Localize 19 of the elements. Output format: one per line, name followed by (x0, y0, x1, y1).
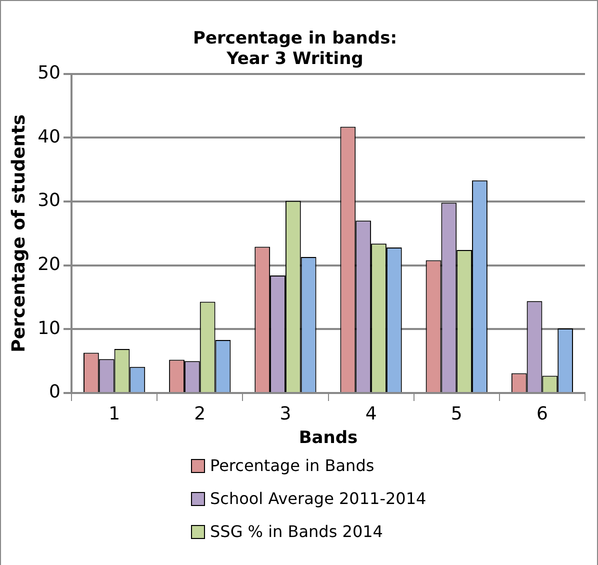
x-tick-label: 1 (108, 403, 120, 424)
y-tick-label: 10 (38, 318, 61, 339)
x-tick-label: 4 (365, 403, 377, 424)
x-axis-title: Bands (298, 428, 358, 448)
y-tick-label: 20 (38, 254, 61, 275)
y-tick-label: 30 (38, 190, 61, 212)
x-tick-label: 5 (450, 403, 462, 424)
y-tick-label: 0 (49, 382, 61, 403)
x-tick-label: 6 (536, 403, 548, 424)
legend-label: Percentage in Bands (210, 456, 374, 475)
legend-label: SSG % in Bands 2014 (210, 522, 383, 541)
text: Percentage in bands: (193, 28, 397, 49)
text: Year 3 Writing (226, 49, 364, 70)
legend-label: School Average 2011-2014 (210, 489, 426, 508)
y-tick-label: 50 (38, 62, 61, 84)
x-tick-label: 3 (280, 403, 292, 424)
y-axis-title: Percentage of students (8, 114, 30, 352)
y-tick-label: 40 (38, 126, 61, 148)
x-tick-label: 2 (194, 403, 206, 424)
